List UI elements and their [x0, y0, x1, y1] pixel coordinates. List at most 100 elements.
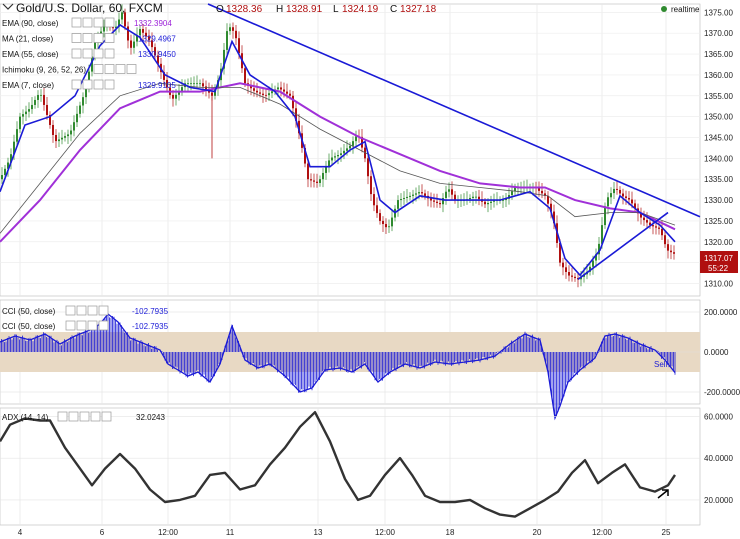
- cci-pane[interactable]: [0, 305, 700, 421]
- candle-body: [616, 188, 618, 190]
- legend-button-icon[interactable]: [79, 411, 90, 422]
- x-tick-label: 12:00: [158, 528, 179, 537]
- legend-button-icon[interactable]: [57, 411, 68, 422]
- candle-body: [37, 94, 39, 100]
- legend-button-icon[interactable]: [87, 320, 98, 331]
- candle-body: [151, 40, 153, 48]
- legend-button-icon[interactable]: [104, 17, 115, 28]
- candle-body: [112, 26, 114, 29]
- candle-body: [418, 192, 420, 194]
- legend-button-icon[interactable]: [65, 305, 76, 316]
- legend-button-icon[interactable]: [104, 79, 115, 90]
- candle-body: [646, 220, 648, 223]
- close-label: C: [390, 4, 397, 15]
- candle-body: [43, 94, 45, 105]
- candle-body: [355, 136, 357, 142]
- candle-body: [40, 94, 42, 96]
- legend-button-icon[interactable]: [90, 411, 101, 422]
- candle-body: [310, 179, 312, 181]
- candle-body: [652, 225, 654, 227]
- adx-tick-label: 60.0000: [704, 412, 733, 421]
- legend-button-icon[interactable]: [82, 17, 93, 28]
- legend-button-icon[interactable]: [104, 64, 115, 74]
- legend-button-icon[interactable]: [68, 411, 79, 422]
- candle-body: [661, 228, 663, 236]
- candle-body: [223, 49, 225, 69]
- candle-body: [379, 213, 381, 221]
- candle-body: [22, 114, 24, 117]
- legend-button-icon[interactable]: [101, 411, 112, 422]
- legend-button-icon[interactable]: [104, 48, 115, 59]
- legend-button-icon[interactable]: [87, 305, 98, 316]
- price-tick-label: 1330.00: [704, 196, 733, 205]
- candle-body: [340, 153, 342, 156]
- legend-button-icon[interactable]: [104, 33, 115, 43]
- candle-body: [10, 154, 12, 163]
- candle-body: [304, 147, 306, 164]
- candle-body: [640, 213, 642, 218]
- last-price: 1317.07: [704, 254, 733, 263]
- candle-body: [82, 97, 84, 106]
- candle-body: [268, 93, 270, 96]
- legend-button-icon[interactable]: [71, 79, 82, 90]
- candle-body: [253, 88, 255, 91]
- legend-button-icon[interactable]: [93, 48, 104, 59]
- candle-body: [136, 35, 138, 42]
- legend-button-icon[interactable]: [126, 64, 137, 74]
- candle-body: [34, 99, 36, 105]
- legend-button-icon[interactable]: [71, 17, 82, 28]
- trendline[interactable]: [207, 3, 701, 218]
- candle-body: [118, 19, 120, 27]
- chevron-down-icon[interactable]: [2, 3, 14, 10]
- candle-body: [49, 114, 51, 125]
- legend-button-icon[interactable]: [115, 64, 126, 74]
- legend-button-icon[interactable]: [76, 320, 87, 331]
- legend-button-icon[interactable]: [93, 33, 104, 43]
- legend-button-icon[interactable]: [65, 320, 76, 331]
- candle-body: [148, 36, 150, 41]
- legend-button-icon[interactable]: [98, 320, 109, 331]
- legend-button-icon[interactable]: [82, 48, 93, 59]
- candle-body: [598, 243, 600, 255]
- candle-body: [382, 220, 384, 225]
- candle-body: [58, 139, 60, 142]
- candle-body: [400, 199, 402, 201]
- candle-body: [1, 175, 3, 180]
- adx-tick-label: 40.0000: [704, 454, 733, 463]
- legend-button-icon[interactable]: [71, 33, 82, 43]
- candle-body: [472, 196, 474, 198]
- cci-label: CCI (50, close): [2, 307, 56, 316]
- candle-body: [46, 104, 48, 115]
- candle-body: [436, 201, 438, 203]
- legend-button-icon[interactable]: [82, 79, 93, 90]
- candle-body: [643, 217, 645, 221]
- realtime-label: realtime: [671, 5, 700, 14]
- candle-body: [448, 189, 450, 192]
- candle-body: [91, 56, 93, 72]
- legend-button-icon[interactable]: [93, 17, 104, 28]
- legend-button-icon[interactable]: [98, 305, 109, 316]
- legend-button-icon[interactable]: [93, 79, 104, 90]
- candle-body: [73, 122, 75, 131]
- price-tick-label: 1365.00: [704, 50, 733, 59]
- price-tick-label: 1320.00: [704, 238, 733, 247]
- low-label: L: [333, 4, 339, 15]
- candle-body: [559, 242, 561, 263]
- realtime-dot-icon: [661, 6, 667, 12]
- trendline[interactable]: [577, 211, 669, 280]
- legend-button-icon[interactable]: [71, 48, 82, 59]
- axes: 4612:00111312:00182012:00251310.001315.0…: [18, 8, 740, 537]
- candle-body: [235, 30, 237, 39]
- legend-button-icon[interactable]: [93, 64, 104, 74]
- candle-body: [454, 194, 456, 201]
- legend-button-icon[interactable]: [76, 305, 87, 316]
- adx-pane[interactable]: [0, 411, 700, 518]
- price-pane[interactable]: [0, 3, 701, 288]
- candle-body: [649, 222, 651, 226]
- legend-button-icon[interactable]: [82, 33, 93, 43]
- candle-body: [133, 41, 135, 48]
- indicator-value: 1332.3904: [134, 19, 172, 28]
- candle-body: [493, 200, 495, 202]
- candle-body: [673, 252, 675, 254]
